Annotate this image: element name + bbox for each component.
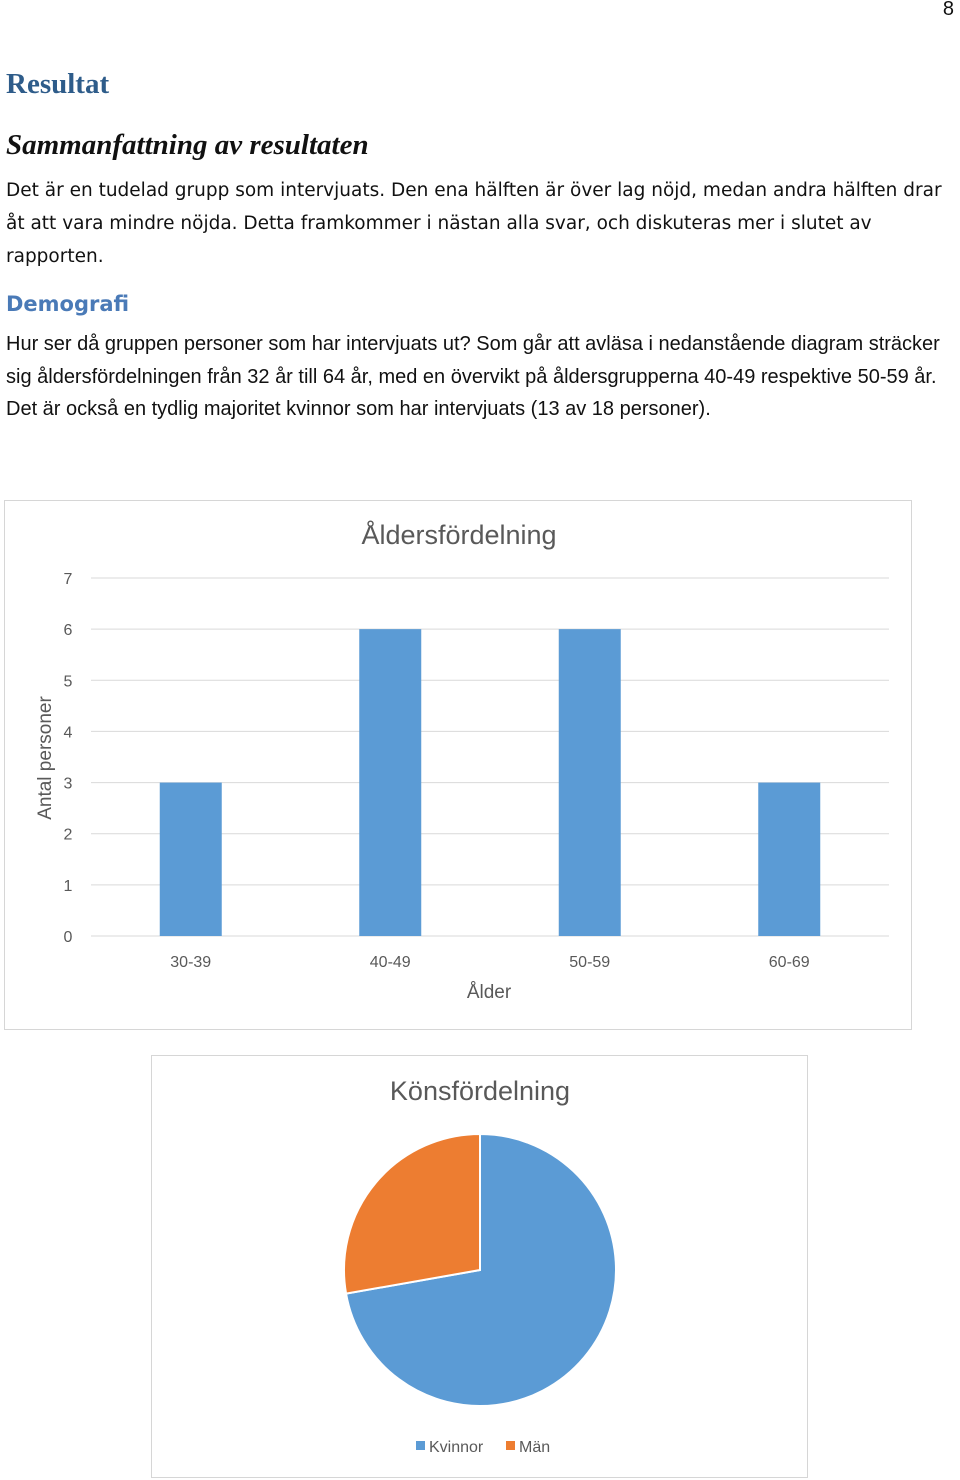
y-tick-label: 3 xyxy=(64,776,73,793)
y-tick-label: 1 xyxy=(64,878,73,895)
bar xyxy=(558,629,621,936)
age-chart-y-ticks: 0 1 2 3 4 5 6 7 xyxy=(64,571,73,946)
gender-chart-slices xyxy=(343,1132,617,1407)
bar xyxy=(359,629,422,936)
legend-label: Kvinnor xyxy=(429,1439,484,1456)
age-chart-title: Åldersfördelning xyxy=(361,519,556,550)
gender-distribution-chart: Könsfördelning Kvinnor Män xyxy=(151,1055,808,1478)
legend-label: Män xyxy=(519,1439,550,1456)
x-tick-label: 30-39 xyxy=(170,954,211,971)
gender-chart-svg: Könsfördelning Kvinnor Män xyxy=(343,1076,617,1456)
demography-paragraph: Hur ser då gruppen personer som har inte… xyxy=(6,333,940,420)
age-distribution-chart: Åldersfördelning 0 1 2 3 4 5 6 7 30-39 40-49 50-5… xyxy=(4,500,912,1030)
heading-result: Resultat xyxy=(6,68,110,100)
age-chart-y-axis-title: Antal personer xyxy=(35,696,56,820)
legend-swatch xyxy=(506,1441,515,1450)
y-tick-label: 6 xyxy=(64,622,73,639)
x-tick-label: 40-49 xyxy=(370,954,411,971)
x-tick-label: 50-59 xyxy=(569,954,610,971)
bar xyxy=(159,782,222,936)
y-tick-label: 2 xyxy=(64,827,73,844)
summary-paragraph: Det är en tudelad grupp som intervjuats.… xyxy=(6,180,942,267)
gender-chart-legend: Kvinnor Män xyxy=(416,1439,550,1456)
pie-slice xyxy=(343,1132,481,1295)
y-tick-label: 4 xyxy=(64,724,73,741)
gender-chart-title: Könsfördelning xyxy=(390,1076,570,1106)
age-chart-gridlines xyxy=(91,577,889,937)
age-chart-bars xyxy=(159,629,821,936)
age-chart-svg: Åldersfördelning 0 1 2 3 4 5 6 7 30-39 40-49 50-5… xyxy=(35,519,889,1003)
y-tick-label: 5 xyxy=(64,673,73,690)
heading-demography: Demografi xyxy=(6,292,130,316)
pie-slice xyxy=(344,1132,617,1407)
legend-swatch xyxy=(416,1441,425,1450)
page-number: 8 xyxy=(942,0,954,20)
y-tick-label: 7 xyxy=(64,571,73,588)
heading-summary: Sammanfattning av resultaten xyxy=(6,129,369,161)
x-tick-label: 60-69 xyxy=(769,954,810,971)
bar xyxy=(758,782,821,936)
age-chart-x-axis-title: Ålder xyxy=(467,982,512,1003)
age-chart-x-ticks: 30-39 40-49 50-59 60-69 xyxy=(170,954,810,971)
y-tick-label: 0 xyxy=(64,929,73,946)
